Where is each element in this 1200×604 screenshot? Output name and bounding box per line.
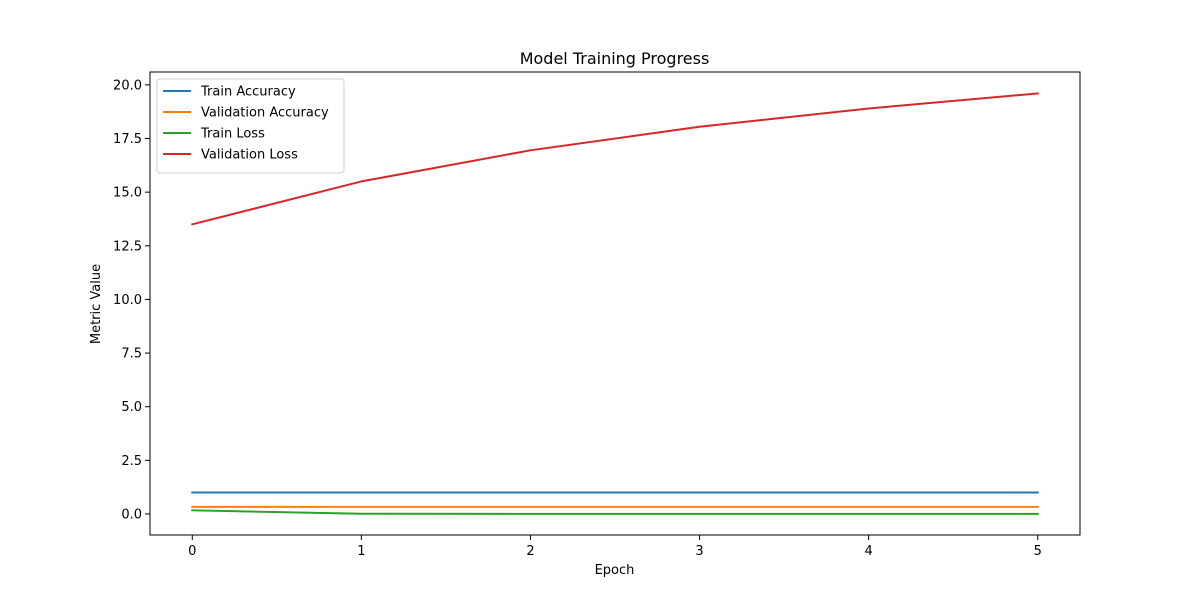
x-tick-label: 4 <box>864 544 872 559</box>
y-tick-label: 7.5 <box>121 347 142 362</box>
y-tick-label: 15.0 <box>113 186 142 201</box>
y-tick-label: 10.0 <box>113 293 142 308</box>
x-tick-label: 5 <box>1034 544 1042 559</box>
x-tick-label: 2 <box>526 544 534 559</box>
x-tick-label: 1 <box>357 544 365 559</box>
legend-box <box>156 78 345 174</box>
x-tick-label: 3 <box>695 544 703 559</box>
x-axis-label: Epoch <box>595 563 635 578</box>
legend: Train Accuracy Validation Accuracy Train L… <box>156 78 345 174</box>
legend-label-3: Validation Loss <box>201 148 298 163</box>
series-line-2 <box>191 509 1039 515</box>
legend-label-0: Train Accuracy <box>200 85 296 100</box>
y-axis-label: Metric Value <box>89 264 104 344</box>
y-tick-label: 12.5 <box>113 239 142 254</box>
legend-label-2: Train Loss <box>200 127 265 142</box>
y-tick-label: 17.5 <box>113 132 142 147</box>
y-tick-label: 5.0 <box>121 400 142 415</box>
legend-label-1: Validation Accuracy <box>201 106 329 121</box>
plot-area: 0 1 2 3 4 5 0.0 2.5 5.0 7.5 10.0 12.5 15.0 17.5 20.0 <box>113 71 1081 559</box>
chart-title: Model Training Progress <box>520 49 710 68</box>
y-tick-label: 20.0 <box>113 78 142 93</box>
x-tick-label: 0 <box>188 544 196 559</box>
y-tick-label: 0.0 <box>121 507 142 522</box>
y-tick-label: 2.5 <box>121 454 142 469</box>
series-line-3 <box>191 92 1039 226</box>
axes-frame <box>149 71 1081 536</box>
